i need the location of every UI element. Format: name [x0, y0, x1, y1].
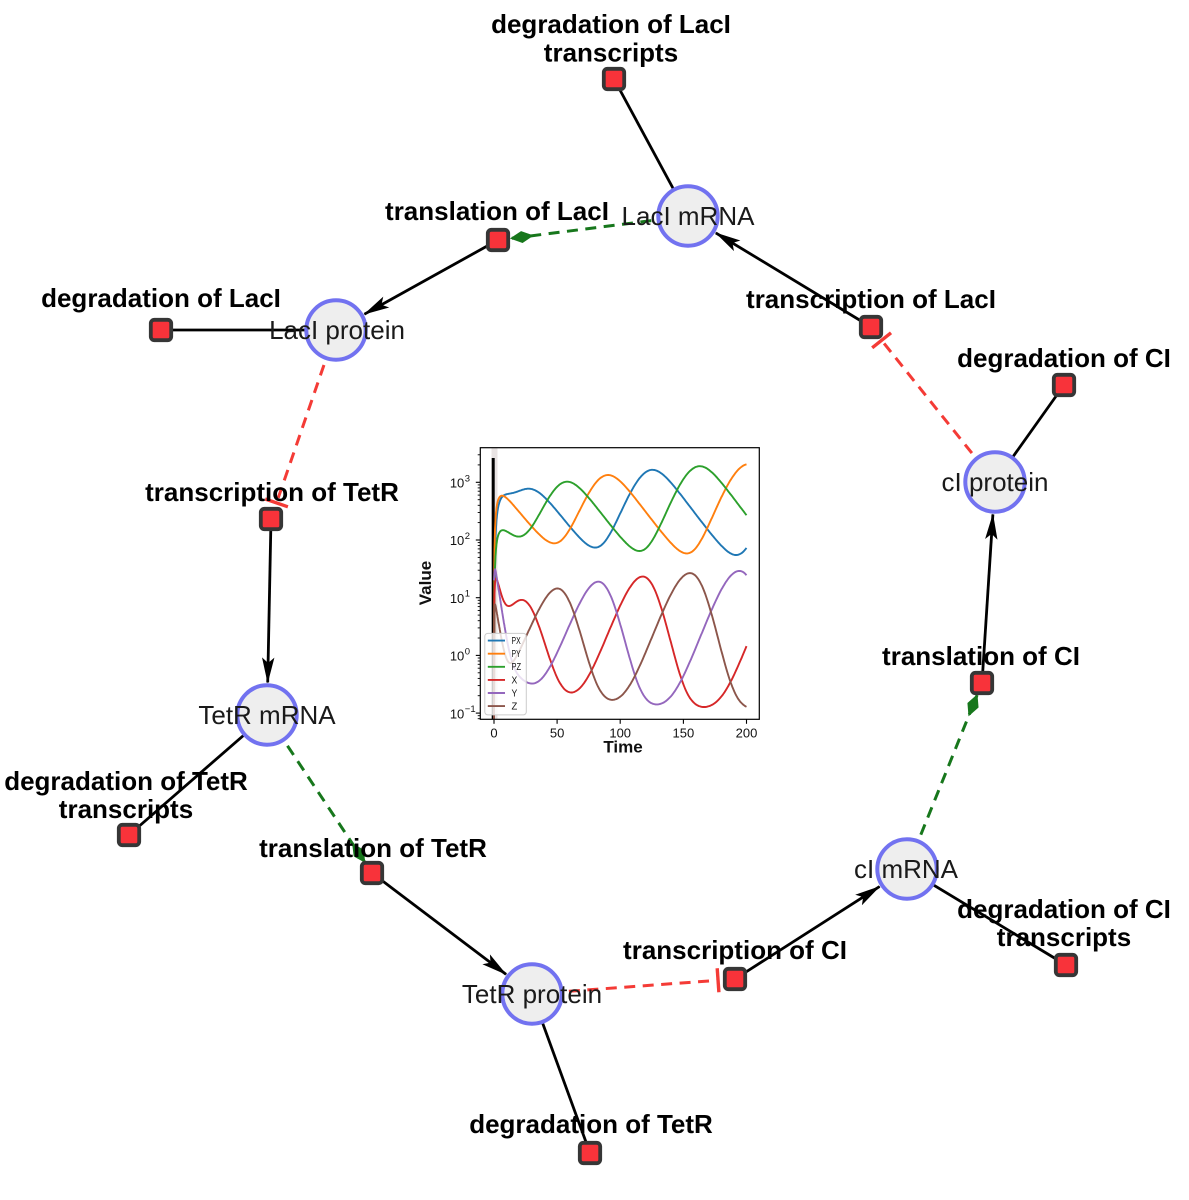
svg-text:Z: Z	[512, 702, 518, 713]
svg-text:10: 10	[450, 706, 464, 721]
svg-text:10: 10	[450, 591, 464, 606]
svg-text:150: 150	[673, 726, 695, 741]
svg-text:degradation of CI: degradation of CI	[957, 894, 1171, 924]
svg-text:degradation of LacI: degradation of LacI	[41, 283, 281, 313]
svg-text:100: 100	[609, 726, 631, 741]
svg-text:0: 0	[465, 646, 470, 657]
svg-text:2: 2	[465, 531, 470, 542]
svg-text:cI mRNA: cI mRNA	[854, 854, 959, 884]
svg-text:translation of LacI: translation of LacI	[385, 196, 609, 226]
svg-text:10: 10	[450, 476, 464, 491]
svg-text:3: 3	[465, 473, 470, 484]
svg-text:transcripts: transcripts	[544, 38, 678, 68]
svg-text:−1: −1	[465, 704, 476, 715]
svg-text:Y: Y	[512, 688, 518, 699]
svg-text:1: 1	[465, 589, 470, 600]
svg-text:Value: Value	[416, 561, 435, 605]
svg-text:LacI protein: LacI protein	[269, 315, 405, 345]
svg-text:transcription of TetR: transcription of TetR	[145, 477, 399, 507]
svg-text:degradation of CI: degradation of CI	[957, 343, 1171, 373]
svg-text:TetR mRNA: TetR mRNA	[198, 700, 336, 730]
svg-text:200: 200	[736, 726, 758, 741]
svg-text:transcripts: transcripts	[59, 794, 193, 824]
svg-text:cI protein: cI protein	[942, 467, 1049, 497]
svg-text:10: 10	[450, 649, 464, 664]
svg-text:50: 50	[550, 726, 564, 741]
svg-text:Time: Time	[603, 738, 642, 757]
svg-text:degradation of LacI: degradation of LacI	[491, 9, 731, 39]
svg-text:translation of TetR: translation of TetR	[259, 833, 487, 863]
svg-text:transcription of CI: transcription of CI	[623, 935, 847, 965]
svg-text:PX: PX	[512, 636, 522, 647]
svg-text:PY: PY	[512, 649, 522, 660]
svg-text:TetR protein: TetR protein	[462, 979, 602, 1009]
svg-text:10: 10	[450, 533, 464, 548]
svg-text:degradation of TetR: degradation of TetR	[4, 766, 248, 796]
svg-text:0: 0	[490, 726, 497, 741]
svg-text:PZ: PZ	[512, 662, 522, 673]
svg-text:transcripts: transcripts	[997, 922, 1131, 952]
svg-text:transcription of LacI: transcription of LacI	[746, 284, 996, 314]
svg-text:degradation of TetR: degradation of TetR	[469, 1109, 713, 1139]
svg-text:X: X	[512, 675, 518, 686]
svg-text:LacI mRNA: LacI mRNA	[622, 201, 756, 231]
svg-text:translation of CI: translation of CI	[882, 641, 1080, 671]
